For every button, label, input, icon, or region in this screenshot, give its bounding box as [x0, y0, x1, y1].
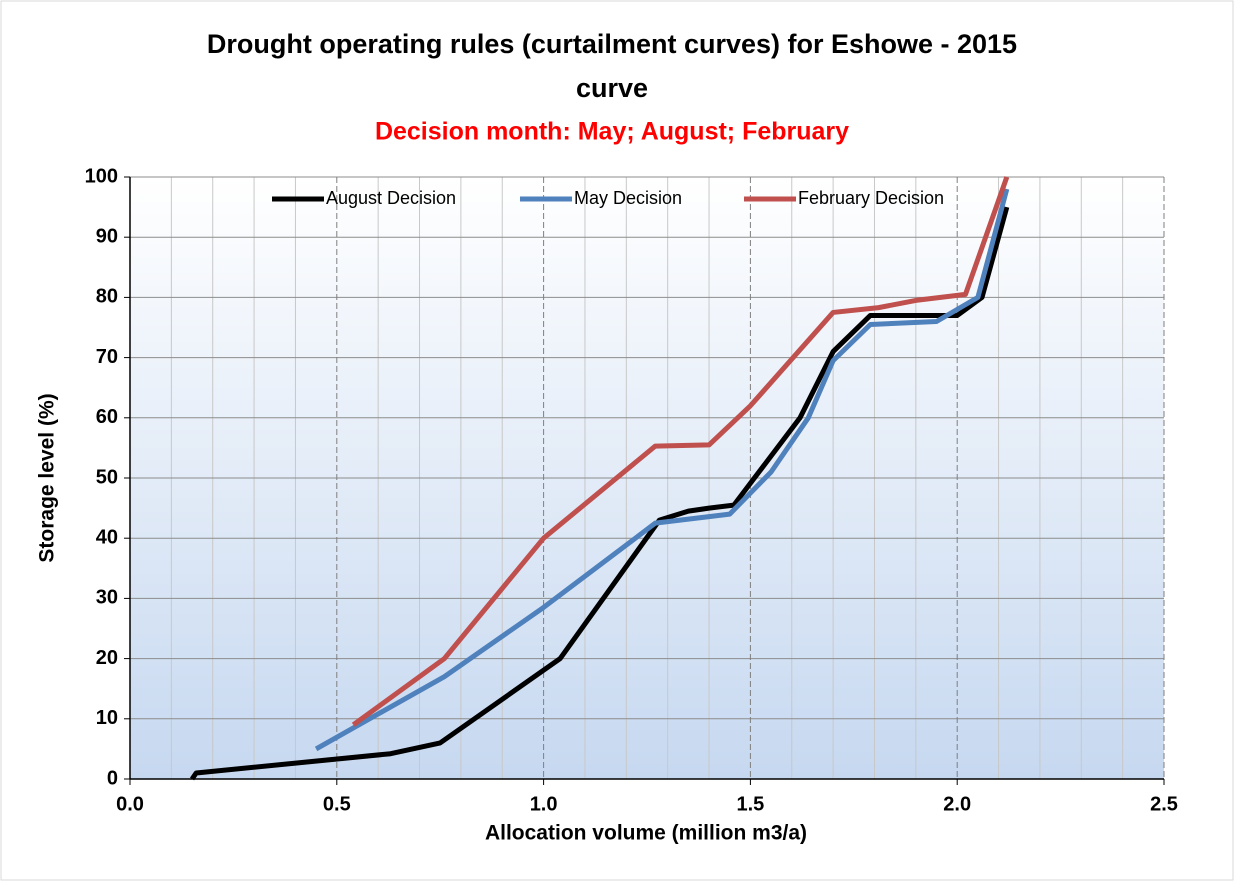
y-tick-label: 50	[96, 466, 118, 488]
y-tick-label: 40	[96, 526, 118, 548]
chart-subtitle: Decision month: May; August; February	[375, 118, 849, 146]
y-tick-label: 60	[96, 406, 118, 428]
chart-title: Drought operating rules (curtailment cur…	[207, 29, 1017, 59]
y-tick-label: 80	[96, 286, 118, 308]
x-tick-label: 2.0	[943, 793, 971, 815]
y-tick-label: 30	[96, 587, 118, 609]
y-tick-label: 100	[85, 165, 118, 187]
x-axis-label: Allocation volume (million m3/a)	[485, 822, 807, 845]
line-series	[189, 206, 1010, 781]
legend-label: May Decision	[574, 188, 682, 208]
x-tick-label: 0.0	[116, 793, 144, 815]
legend-label: February Decision	[798, 188, 944, 208]
x-tick-label: 1.5	[736, 793, 764, 815]
x-tick-label: 1.0	[530, 793, 558, 815]
y-tick-label: 20	[96, 647, 118, 669]
y-axis-label: Storage level (%)	[36, 393, 59, 562]
x-tick-label: 2.5	[1150, 793, 1178, 815]
y-tick-label: 90	[96, 225, 118, 247]
y-tick-label: 0	[107, 767, 118, 789]
line-series	[314, 188, 1010, 752]
legend-label: August Decision	[326, 188, 456, 208]
line-series	[351, 176, 1010, 727]
y-tick-label: 70	[96, 346, 118, 368]
y-tick-label: 10	[96, 707, 118, 729]
x-tick-label: 0.5	[323, 793, 351, 815]
chart-title: curve	[576, 73, 648, 103]
